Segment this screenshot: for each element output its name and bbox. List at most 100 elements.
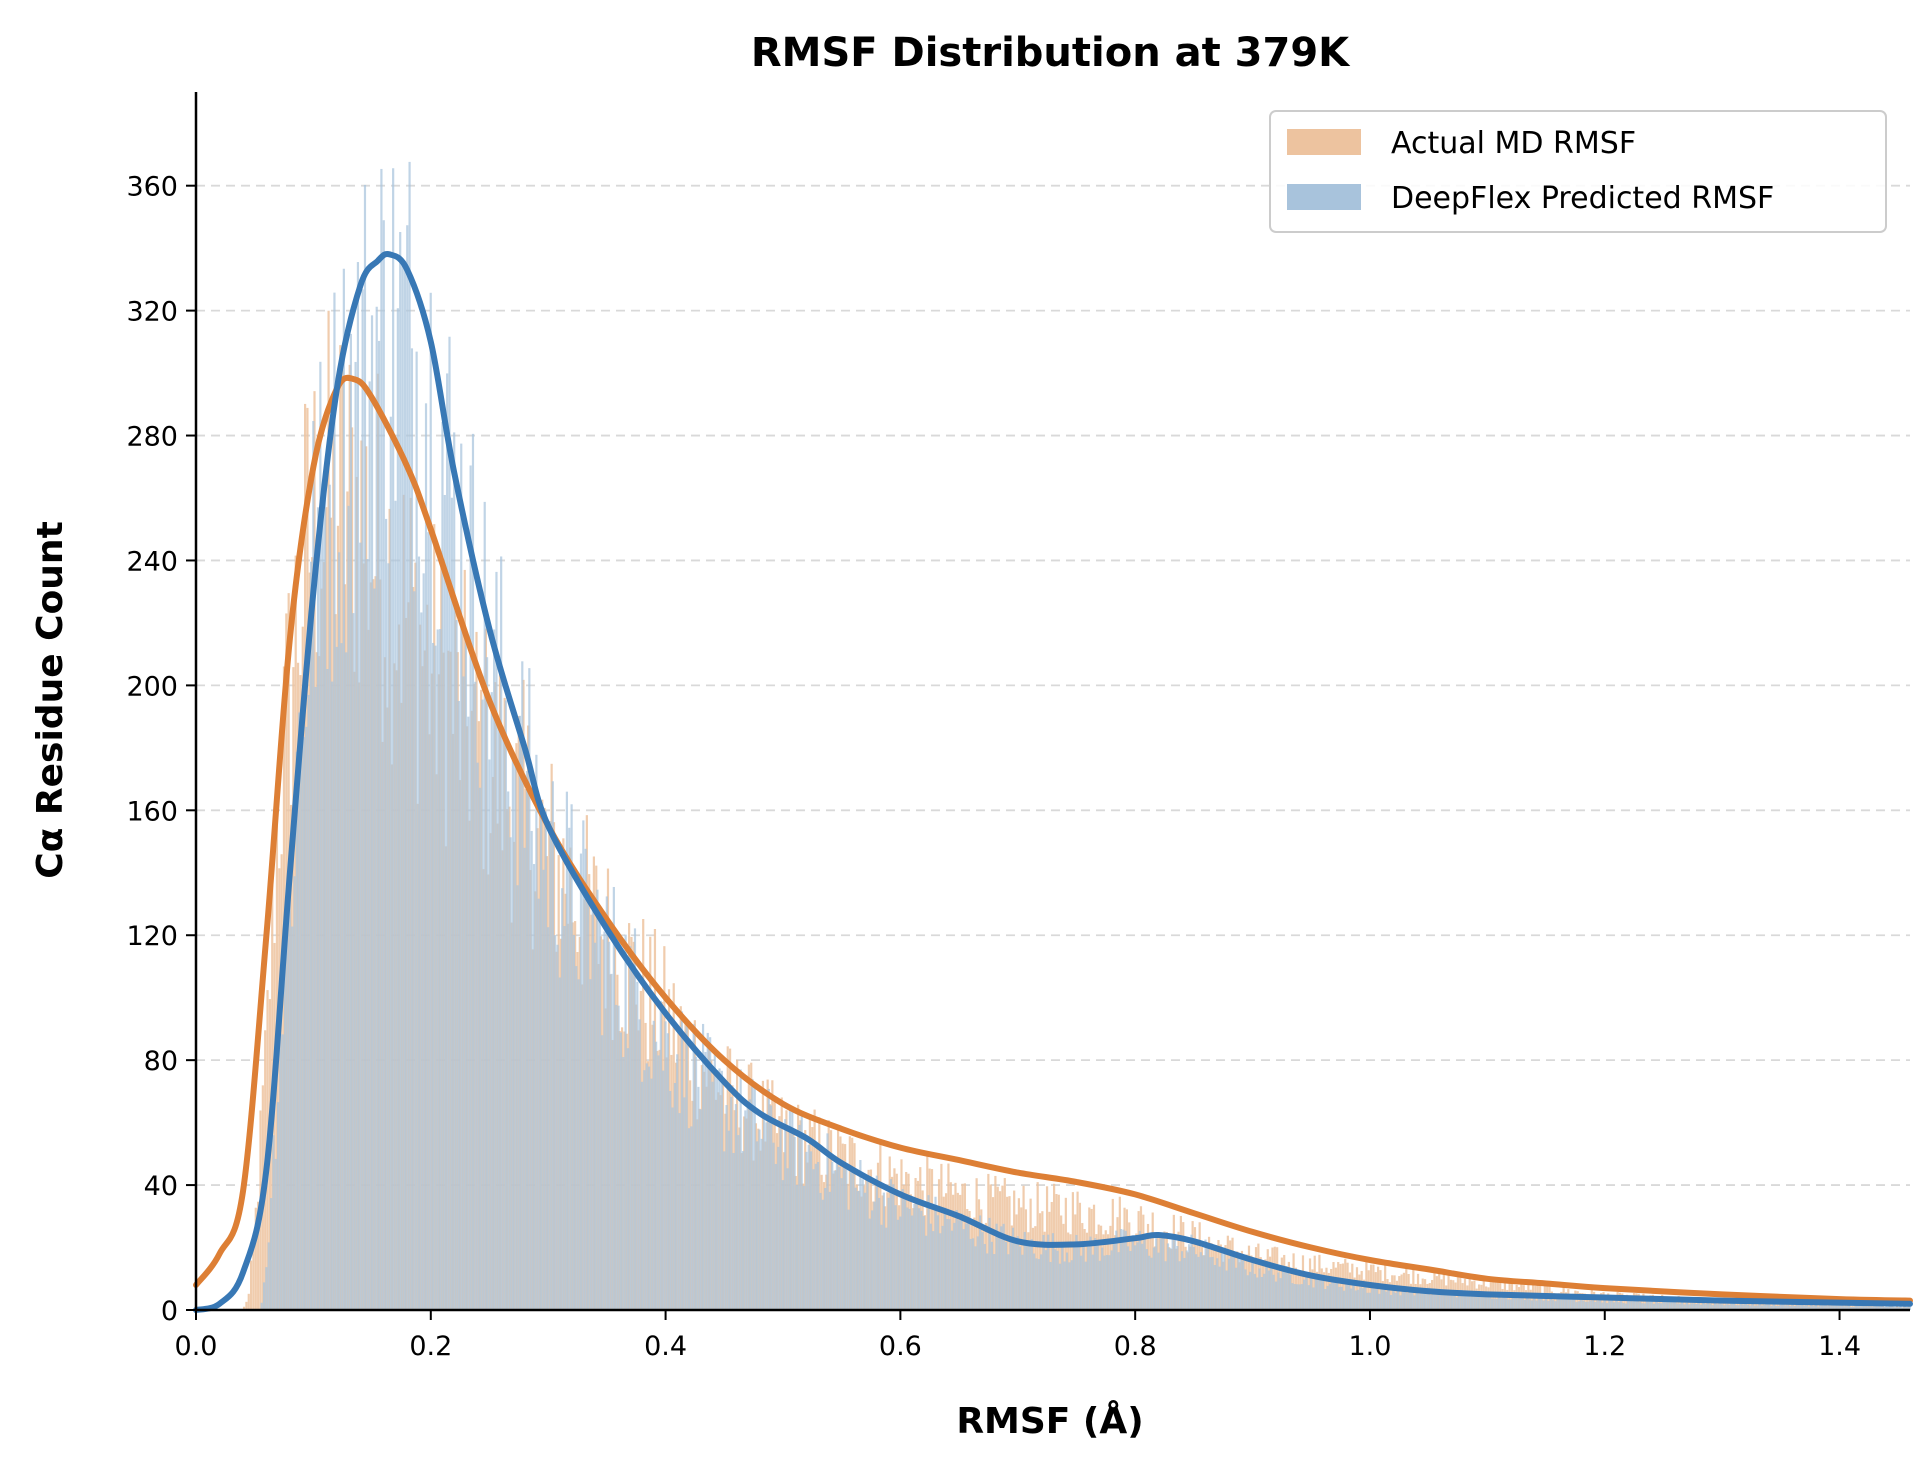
hist-bar (997, 1232, 1001, 1310)
hist-bar (638, 1019, 641, 1310)
hist-bar (921, 1190, 924, 1310)
hist-bar (1009, 1239, 1012, 1310)
hist-bar (1804, 1301, 1807, 1310)
hist-bar (637, 1030, 640, 1310)
hist-bar (1022, 1185, 1025, 1310)
hist-bar (1589, 1300, 1592, 1310)
hist-bar (1375, 1287, 1379, 1310)
hist-bar (1169, 1248, 1172, 1310)
hist-bar (491, 776, 495, 1310)
hist-bar (866, 1179, 869, 1310)
hist-bar (1279, 1278, 1282, 1310)
hist-bar (461, 627, 464, 1310)
hist-bar (794, 1176, 797, 1310)
x-tick-label: 0.0 (175, 1331, 218, 1362)
hist-bar (1033, 1253, 1036, 1310)
hist-bar (1393, 1275, 1396, 1310)
hist-bar (1790, 1303, 1793, 1310)
hist-bar (475, 631, 478, 1310)
hist-bar (1776, 1302, 1779, 1310)
hist-bar (1312, 1287, 1315, 1310)
hist-bar (262, 1282, 266, 1310)
hist-bar (690, 1126, 693, 1310)
hist-bar (1065, 1252, 1069, 1310)
hist-bar (1690, 1303, 1693, 1310)
hist-bar (929, 1223, 932, 1310)
hist-bar (933, 1205, 936, 1310)
hist-bar (1797, 1302, 1800, 1310)
hist-bar (508, 806, 511, 1310)
hist-bar (568, 827, 571, 1310)
hist-bar (815, 1146, 819, 1310)
hist-bar (1483, 1295, 1487, 1310)
hist-bar (1281, 1265, 1285, 1310)
hist-bar (728, 1048, 732, 1310)
hist-bar (1099, 1225, 1103, 1310)
hist-bar (845, 1168, 848, 1310)
hist-bar (1715, 1298, 1718, 1310)
hist-bar (1708, 1302, 1711, 1310)
hist-bar (308, 572, 311, 1310)
hist-bar (1871, 1306, 1874, 1310)
hist-bar (1320, 1268, 1323, 1310)
hist-bar (1820, 1302, 1823, 1310)
x-tick-label: 1.0 (1348, 1331, 1391, 1362)
hist-bar (1378, 1293, 1381, 1310)
hist-bar (328, 484, 331, 1311)
hist-bar (836, 1128, 840, 1310)
hist-bar (838, 1166, 841, 1310)
hist-bar (1176, 1246, 1179, 1310)
histogram-bars (242, 161, 1912, 1311)
hist-bar (1628, 1296, 1631, 1310)
hist-bar (701, 1023, 705, 1310)
hist-bar (1118, 1196, 1121, 1310)
hist-bar (1598, 1300, 1602, 1310)
hist-bar (846, 1183, 849, 1310)
hist-bar (669, 1090, 672, 1310)
hist-bar (1874, 1304, 1877, 1310)
hist-bar (1044, 1250, 1047, 1310)
hist-bar (1691, 1298, 1694, 1310)
hist-bar (1523, 1299, 1526, 1310)
hist-bar (572, 935, 576, 1310)
hist-bar (366, 559, 369, 1310)
hist-bar (1697, 1302, 1700, 1310)
hist-bar (588, 874, 591, 1310)
hist-bar (733, 1110, 736, 1310)
hist-bar (1243, 1258, 1246, 1310)
hist-bar (980, 1209, 983, 1310)
hist-bar (1500, 1298, 1503, 1310)
hist-bar (903, 1199, 907, 1310)
hist-bar (1175, 1248, 1178, 1310)
hist-bar (1296, 1284, 1299, 1310)
hist-bar (1574, 1290, 1577, 1310)
hist-bar (1610, 1298, 1613, 1310)
hist-bar (1848, 1305, 1852, 1310)
hist-bar (732, 1152, 735, 1310)
hist-bar (1881, 1304, 1885, 1310)
hist-bar (889, 1179, 893, 1310)
hist-bar (1786, 1305, 1789, 1310)
hist-bar (1117, 1252, 1120, 1310)
hist-bar (1249, 1271, 1252, 1310)
hist-bar (960, 1213, 963, 1310)
hist-bar (1246, 1275, 1249, 1310)
hist-bar (1738, 1301, 1741, 1310)
hist-bar (1877, 1305, 1880, 1310)
hist-bar (549, 821, 552, 1310)
hist-bar (1834, 1303, 1838, 1310)
hist-bar (1217, 1240, 1220, 1310)
hist-bar (435, 774, 438, 1310)
hist-bar (1514, 1293, 1517, 1310)
hist-bar (1319, 1276, 1322, 1310)
hist-bar (1216, 1258, 1219, 1310)
hist-bar (1112, 1241, 1116, 1310)
hist-bar (1651, 1294, 1654, 1310)
hist-bar (523, 847, 526, 1310)
hist-bar (390, 764, 394, 1310)
hist-bar (1327, 1272, 1330, 1310)
hist-bar (1595, 1295, 1598, 1310)
x-ticks: 0.0 0.2 0.4 0.6 0.8 1.0 1.2 1.4 (175, 1310, 1861, 1362)
hist-bar (617, 1005, 620, 1310)
hist-bar (501, 850, 504, 1310)
